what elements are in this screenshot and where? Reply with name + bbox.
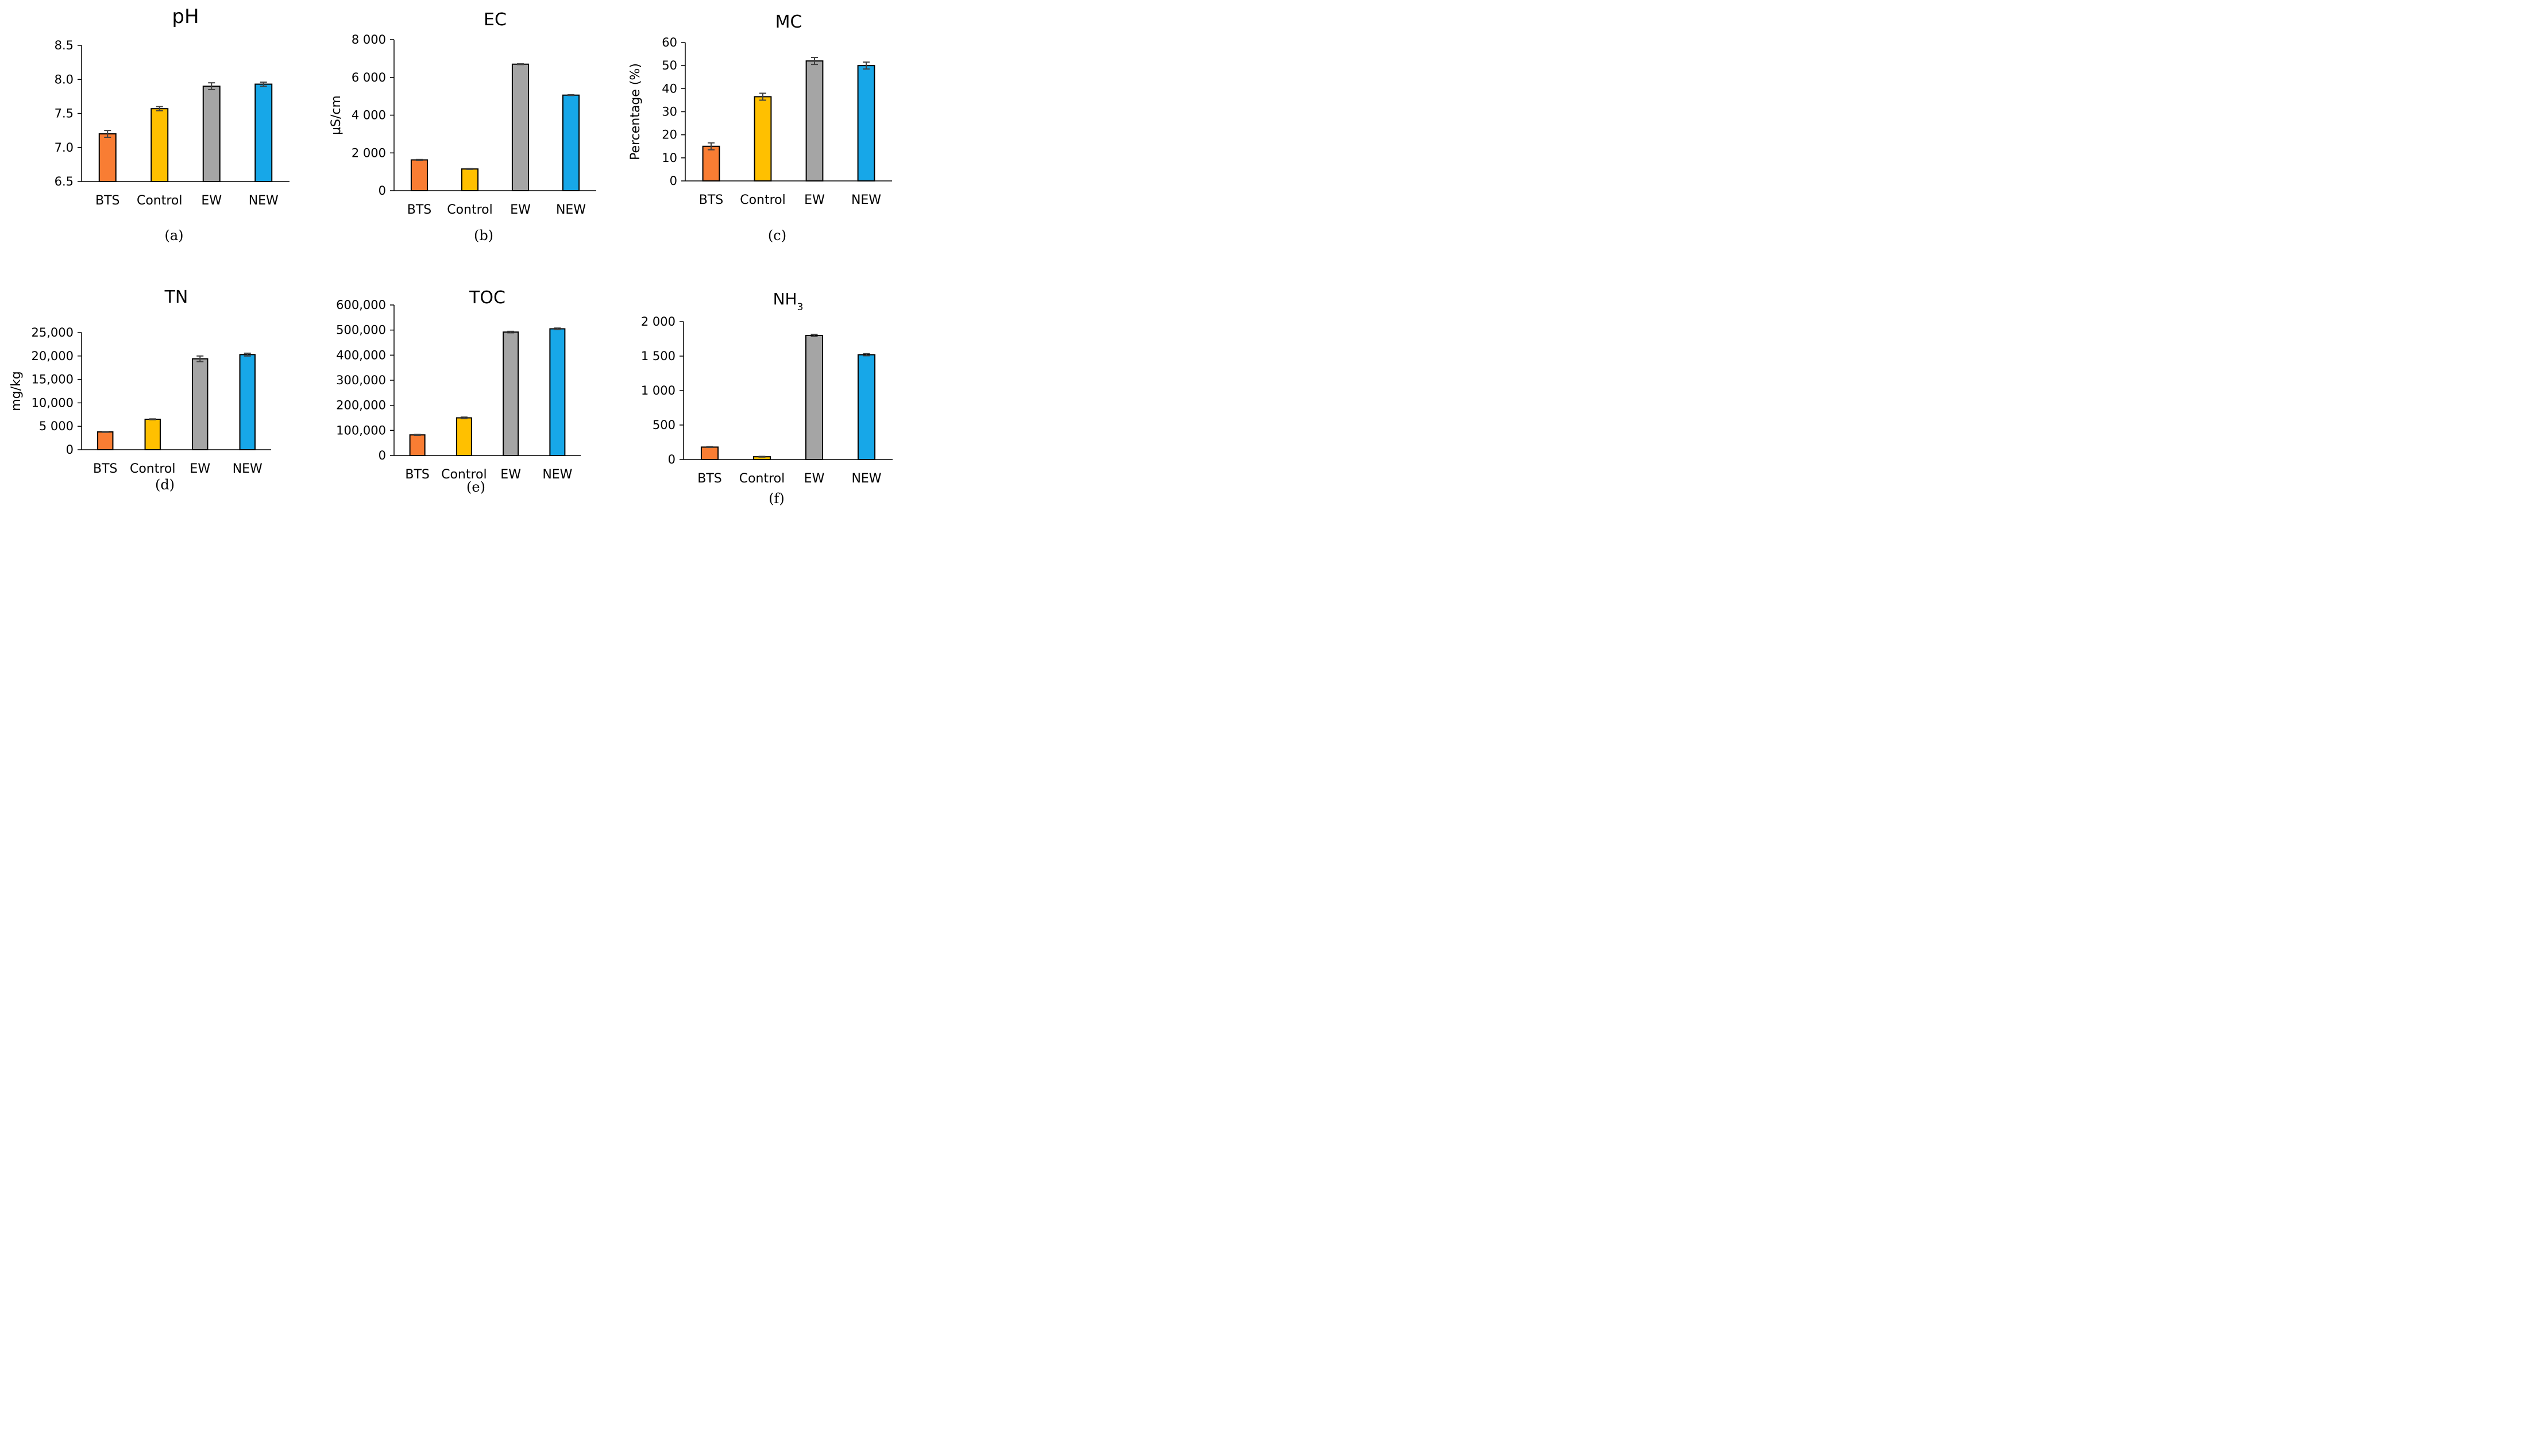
- chart-5-bar-bts: [409, 434, 426, 457]
- chart-3-ylabel: Percentage (%): [628, 63, 643, 160]
- chart-4-xtick-label-control: Control: [130, 462, 176, 476]
- chart-4-xtick-label-new: NEW: [233, 462, 263, 476]
- chart-1-bar-new: [254, 83, 273, 182]
- chart-5-ytick-label-3: 300,000: [336, 373, 386, 387]
- chart-1-ytick-label-0: 6.5: [55, 175, 74, 188]
- chart-6-ytick-label-1: 500: [653, 418, 676, 432]
- chart-1-xtick-label-new: NEW: [249, 194, 279, 208]
- chart-6-bar-ew: [805, 335, 824, 460]
- chart-4-bar-new: [239, 354, 256, 450]
- chart-2-panel-label: (b): [474, 227, 493, 244]
- chart-4-ytick-label-3: 15,000: [32, 373, 74, 387]
- chart-5-ytick-label-0: 0: [379, 449, 386, 462]
- chart-3-bar-control: [754, 96, 772, 181]
- chart-1-ytick-label-2: 7.5: [55, 107, 74, 121]
- chart-5-ytick-label-1: 100,000: [336, 423, 386, 437]
- chart-4-ytick-label-4: 20,000: [32, 349, 74, 363]
- chart-1-bar-control: [150, 108, 169, 182]
- chart-3-ytick-label-5: 50: [662, 59, 677, 72]
- chart-2-ytick-label-3: 6 000: [352, 71, 386, 84]
- chart-1-xtick-label-ew: EW: [201, 194, 222, 208]
- chart-5-xtick-label-new: NEW: [542, 468, 572, 482]
- chart-4-title: TN: [164, 287, 188, 307]
- chart-4-ylabel: mg/kg: [9, 371, 24, 411]
- chart-1-panel-label: (a): [164, 227, 183, 244]
- chart-4-bar-ew: [192, 358, 209, 450]
- chart-2-xtick-label-ew: EW: [510, 203, 531, 217]
- chart-5-xtick-label-control: Control: [441, 468, 487, 482]
- chart-6-bar-bts: [700, 446, 719, 461]
- chart-6-ytick-label-4: 2 000: [641, 315, 676, 329]
- chart-3-ytick-label-1: 10: [662, 151, 677, 165]
- chart-3-bar-bts: [702, 145, 720, 181]
- chart-5-panel-label: (e): [466, 479, 485, 495]
- chart-5-bar-control: [456, 417, 472, 456]
- chart-3-ytick-label-0: 0: [670, 174, 677, 188]
- figure-canvas: pH BTS Control EW NEW 6.5 7.0 7.5 8.0 8.5 (a) EC BTS…: [9, 5, 893, 507]
- chart-5-ytick-label-2: 200,000: [336, 399, 386, 412]
- chart-3-title: MC: [775, 12, 802, 32]
- chart-4-ytick-label-5: 25,000: [32, 326, 74, 339]
- chart-6-ytick-label-3: 1 500: [641, 349, 676, 363]
- chart-3-bar-new: [857, 65, 875, 181]
- chart-2-bar-new: [562, 94, 580, 191]
- chart-1-bar-ew: [202, 86, 221, 182]
- chart-6-bar-new: [857, 354, 876, 460]
- chart-1-ytick-label-1: 7.0: [55, 141, 74, 155]
- chart-3-ytick-label-2: 20: [662, 128, 677, 142]
- chart-2-title: EC: [484, 10, 507, 30]
- chart-4-ytick-label-1: 5 000: [39, 419, 74, 433]
- chart-1-xtick-label-control: Control: [137, 194, 183, 208]
- chart-2-ytick-label-0: 0: [379, 184, 386, 198]
- chart-4-panel-label: (d): [155, 477, 175, 493]
- chart-5-ytick-label-4: 400,000: [336, 348, 386, 362]
- chart-1-xtick-label-bts: BTS: [95, 194, 120, 208]
- chart-4-bar-bts: [97, 431, 114, 451]
- chart-1-ytick-label-4: 8.5: [55, 38, 74, 52]
- chart-5-xtick-label-bts: BTS: [405, 468, 430, 482]
- chart-6-xtick-label-bts: BTS: [697, 472, 722, 486]
- chart-5-bar-ew: [503, 331, 519, 456]
- chart-3-ytick-label-6: 60: [662, 36, 677, 49]
- chart-5-title: TOC: [469, 288, 505, 308]
- chart-4-ytick-label-0: 0: [66, 443, 74, 457]
- chart-1-ytick-label-3: 8.0: [55, 72, 74, 86]
- figure: pH BTS Control EW NEW 6.5 7.0 7.5 8.0 8.5 (a) EC BTS…: [0, 0, 900, 516]
- chart-4-xtick-label-ew: EW: [190, 462, 210, 476]
- chart-5-ytick-label-5: 500,000: [336, 323, 386, 337]
- chart-2-ytick-label-2: 4 000: [352, 109, 386, 122]
- chart-2-xtick-label-control: Control: [447, 203, 493, 217]
- chart-6-xtick-label-new: NEW: [851, 472, 881, 486]
- chart-2-xtick-label-bts: BTS: [407, 203, 432, 217]
- chart-3-ytick-label-4: 40: [662, 82, 677, 95]
- chart-2-bar-bts: [410, 159, 429, 192]
- chart-3-xtick-label-new: NEW: [851, 193, 881, 207]
- chart-2-bar-control: [461, 168, 479, 192]
- chart-4-bar-control: [144, 418, 161, 451]
- chart-3-xtick-label-bts: BTS: [699, 193, 724, 207]
- chart-6-ytick-label-2: 1 000: [641, 384, 676, 397]
- chart-3-ytick-label-3: 30: [662, 105, 677, 119]
- chart-3-bar-ew: [805, 60, 824, 181]
- chart-2-ytick-label-1: 2 000: [352, 146, 386, 160]
- chart-6-xtick-label-control: Control: [739, 472, 785, 486]
- chart-5-bar-new: [549, 328, 566, 456]
- chart-2-xtick-label-new: NEW: [556, 203, 586, 217]
- chart-4-xtick-label-bts: BTS: [93, 462, 118, 476]
- chart-3-xtick-label-control: Control: [740, 193, 786, 207]
- chart-2-ylabel: μS/cm: [329, 95, 343, 135]
- chart-4-ytick-label-2: 10,000: [32, 396, 74, 410]
- chart-6-title: NH3: [773, 289, 804, 313]
- chart-1-bar-bts: [98, 133, 117, 182]
- chart-1-title: pH: [172, 5, 199, 28]
- chart-6-xtick-label-ew: EW: [804, 472, 825, 486]
- chart-5-xtick-label-ew: EW: [500, 468, 521, 482]
- chart-3-panel-label: (c): [768, 227, 786, 244]
- chart-2-ytick-label-4: 8 000: [352, 33, 386, 47]
- chart-3-xtick-label-ew: EW: [804, 193, 825, 207]
- chart-6-ytick-label-0: 0: [668, 453, 676, 466]
- chart-2-bar-ew: [511, 63, 530, 191]
- chart-6-panel-label: (f): [769, 491, 785, 507]
- chart-5-ytick-label-6: 600,000: [336, 298, 386, 312]
